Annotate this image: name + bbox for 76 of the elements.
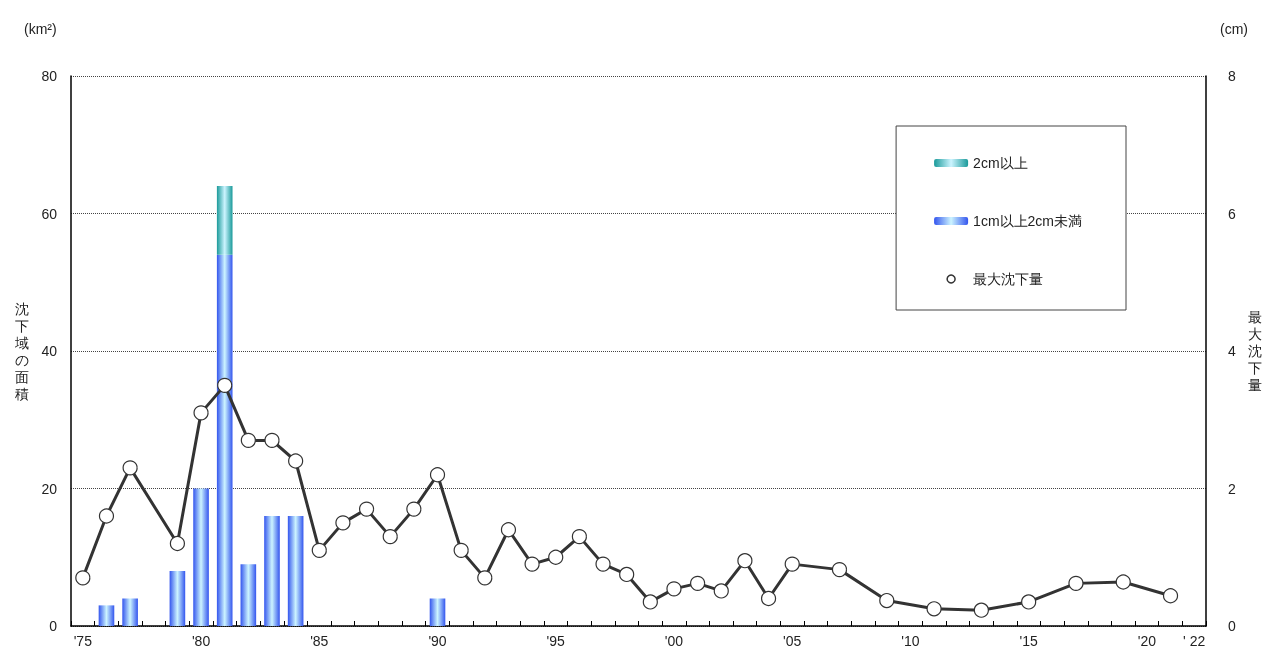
point	[595, 556, 611, 572]
y-tick-label: 0	[49, 618, 58, 634]
y2-tick-label: 6	[1228, 205, 1236, 222]
y2-tick-label: 8	[1228, 68, 1236, 84]
point	[1115, 574, 1131, 590]
x-tick-label: '05	[783, 633, 802, 649]
x-tick-label: '15	[1019, 633, 1038, 649]
y2-axis-title: 最大沈下量	[1248, 309, 1262, 393]
bar	[193, 488, 209, 626]
point	[193, 405, 209, 421]
bar	[429, 598, 446, 626]
point	[1021, 594, 1037, 610]
point	[122, 460, 138, 476]
bar	[169, 571, 186, 626]
point	[619, 566, 635, 583]
bar	[287, 516, 304, 626]
point	[666, 581, 682, 597]
point	[453, 542, 469, 558]
y2-tick-label: 0	[1228, 618, 1236, 634]
point	[98, 508, 115, 524]
point	[429, 467, 446, 483]
x-tick-label: '80	[191, 633, 211, 649]
point	[288, 453, 304, 469]
point	[75, 570, 91, 586]
point	[477, 570, 493, 586]
bar	[216, 186, 233, 255]
y-tick-label: 60	[41, 205, 58, 222]
bar	[122, 598, 138, 626]
bar	[98, 605, 115, 626]
bar	[216, 254, 233, 626]
point	[926, 601, 942, 617]
point	[713, 583, 729, 599]
text: (km²)	[24, 21, 57, 37]
point	[240, 432, 256, 448]
legend-label: 1cm以上2cm未満	[973, 213, 1083, 229]
point	[217, 377, 233, 393]
point	[1162, 588, 1179, 604]
legend-label: 2cm以上	[973, 155, 1028, 171]
text: (cm)	[1220, 21, 1249, 37]
point	[406, 501, 422, 517]
point	[548, 549, 564, 565]
point	[500, 522, 517, 538]
x-tick-label: ' 22	[1183, 633, 1206, 649]
y-tick-label: 80	[41, 68, 58, 84]
x-tick-label: '85	[310, 633, 329, 649]
y-tick-label: 40	[41, 343, 58, 359]
y2-tick-label: 4	[1228, 343, 1236, 359]
point	[831, 562, 848, 578]
point	[311, 542, 327, 558]
point	[358, 501, 375, 517]
point	[571, 529, 587, 545]
bar	[240, 564, 257, 626]
legend-label: 最大沈下量	[973, 271, 1044, 287]
x-tick-label: '95	[546, 633, 566, 649]
x-tick-label: '90	[428, 633, 447, 649]
point	[1068, 575, 1084, 591]
point	[169, 535, 186, 552]
point	[737, 553, 753, 569]
y2-tick-label: 2	[1228, 480, 1236, 497]
y-axis-title: 沈下域の面積	[14, 300, 29, 402]
y-tick-label: 20	[41, 480, 58, 497]
point	[642, 594, 658, 610]
x-tick-label: '20	[1137, 633, 1157, 649]
point	[264, 432, 280, 448]
point	[335, 515, 351, 531]
point	[879, 592, 895, 609]
point	[382, 529, 398, 545]
point	[784, 556, 800, 572]
point	[690, 575, 706, 591]
x-tick-label: '00	[664, 633, 684, 649]
x-tick-label: '10	[901, 633, 920, 649]
point	[973, 602, 989, 618]
point	[760, 590, 777, 607]
point	[524, 556, 540, 572]
bar	[264, 516, 280, 626]
x-tick-label: '75	[73, 633, 93, 649]
